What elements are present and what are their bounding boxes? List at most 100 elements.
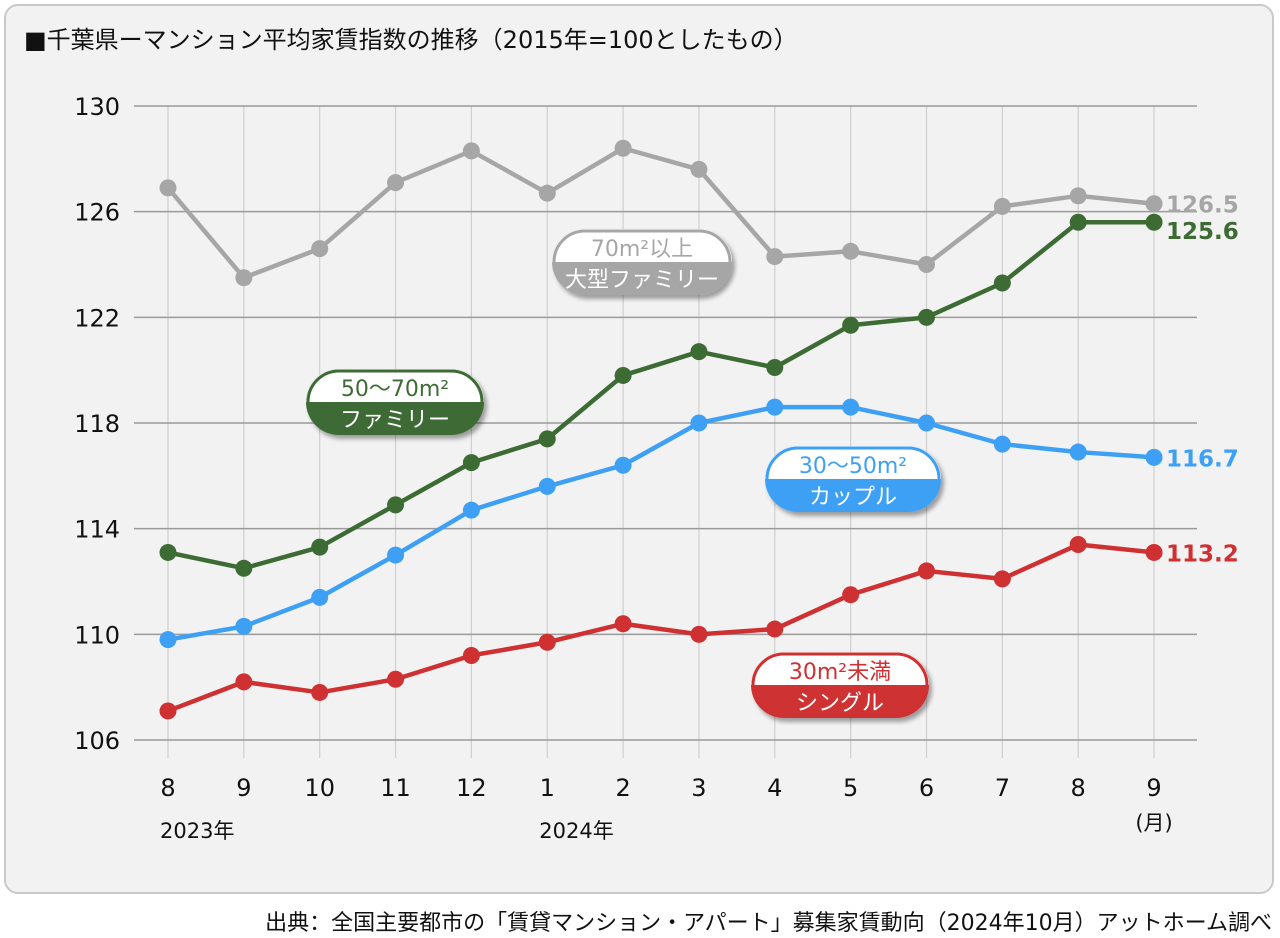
legend-pill-border: [306, 369, 484, 435]
year-label: 2024年: [539, 819, 613, 843]
year-label: 2023年: [160, 819, 234, 843]
legend-label-type: ファミリー: [340, 408, 450, 433]
x-tick-label: 3: [691, 774, 706, 802]
y-tick-label: 126: [74, 199, 120, 227]
y-tick-label: 118: [74, 410, 120, 438]
x-tick-label: 5: [843, 774, 858, 802]
x-tick-label: 12: [456, 774, 487, 802]
series-line-2: [167, 404, 1155, 642]
legend-label-size: 30〜50m²: [799, 454, 907, 479]
data-point: [690, 343, 708, 361]
data-point: [311, 588, 329, 606]
legend-label-size: 50〜70m²: [341, 377, 449, 402]
legend-label-size: 70m²以上: [591, 237, 693, 262]
data-point: [1145, 448, 1163, 466]
data-point: [918, 562, 935, 580]
end-value-label: 126.5: [1166, 193, 1239, 219]
end-value-label: 116.7: [1166, 446, 1239, 472]
chart-title: ■千葉県ーマンション平均家賃指数の推移（2015年=100としたもの）: [24, 26, 798, 54]
data-point: [1069, 213, 1087, 231]
series-line-1: [167, 219, 1155, 571]
data-point: [766, 248, 784, 266]
legend-pill-top: [552, 229, 732, 262]
y-tick-label: 114: [74, 516, 120, 544]
data-point: [387, 546, 405, 564]
data-point: [993, 197, 1011, 215]
legend-label-type: シングル: [796, 691, 884, 716]
data-point: [690, 414, 708, 432]
data-point: [235, 617, 253, 635]
data-point: [1069, 443, 1087, 461]
data-point: [690, 625, 708, 643]
data-point: [235, 559, 253, 577]
data-point: [614, 456, 632, 474]
data-point: [311, 240, 329, 258]
data-point: [159, 543, 177, 561]
legend-pill-top: [765, 446, 941, 479]
data-point: [159, 702, 177, 720]
data-point: [918, 256, 935, 273]
data-point: [918, 414, 935, 432]
data-point: [538, 184, 556, 202]
data-point: [993, 570, 1011, 588]
legend-pill-border: [765, 446, 941, 512]
y-tick-label: 122: [74, 304, 120, 332]
data-point: [690, 160, 708, 178]
x-tick-label: 7: [995, 774, 1010, 802]
month-unit-label: (月): [1135, 811, 1172, 835]
data-point: [842, 586, 860, 604]
data-point: [387, 496, 405, 514]
data-point: [1145, 543, 1163, 561]
data-point: [614, 139, 632, 157]
data-point: [387, 670, 405, 688]
y-tick-label: 130: [74, 93, 120, 121]
data-point: [614, 366, 632, 384]
data-point: [311, 683, 329, 701]
legend-label-type: カップル: [809, 485, 897, 510]
data-point: [159, 179, 177, 197]
data-point: [538, 430, 556, 448]
x-tick-label: 8: [1071, 774, 1086, 802]
x-tick-label: 10: [304, 774, 335, 802]
x-tick-label: 4: [767, 774, 782, 802]
legend-label-type: 大型ファミリー: [565, 268, 719, 293]
data-point: [766, 398, 784, 416]
data-point: [462, 454, 480, 472]
legend-pill-top: [751, 652, 929, 685]
data-point: [462, 501, 480, 519]
data-point: [842, 398, 860, 416]
legend-label-size: 30m²未満: [789, 660, 891, 685]
y-tick-label: 110: [74, 621, 120, 649]
series-line-3: [167, 542, 1155, 714]
y-tick-label: 106: [74, 727, 120, 755]
x-tick-label: 11: [380, 774, 411, 802]
series-line-0: [166, 146, 1155, 280]
data-point: [614, 615, 632, 633]
data-point: [918, 308, 935, 326]
x-tick-label: 6: [919, 774, 934, 802]
source-note: 出典：全国主要都市の「賃貸マンション・アパート」募集家賃動向（2024年10月）…: [265, 911, 1272, 936]
x-tick-label: 2: [615, 774, 630, 802]
legend-pill-top: [306, 369, 484, 402]
x-tick-label: 1: [540, 774, 555, 802]
data-point: [462, 646, 480, 664]
data-point: [993, 274, 1011, 292]
x-tick-label: 8: [160, 774, 175, 802]
data-point: [1145, 213, 1163, 231]
legend-pill-border: [751, 652, 929, 718]
data-point: [235, 269, 253, 287]
data-point: [1145, 195, 1163, 213]
data-point: [842, 242, 860, 260]
end-value-label: 113.2: [1166, 541, 1239, 567]
legend-pill-border: [552, 229, 732, 295]
data-point: [311, 538, 329, 556]
data-point: [842, 316, 860, 334]
x-tick-label: 9: [1146, 774, 1161, 802]
data-point: [766, 620, 784, 638]
data-point: [538, 477, 556, 495]
data-point: [462, 142, 480, 160]
data-point: [159, 631, 177, 649]
data-point: [766, 359, 784, 377]
data-point: [387, 174, 405, 192]
